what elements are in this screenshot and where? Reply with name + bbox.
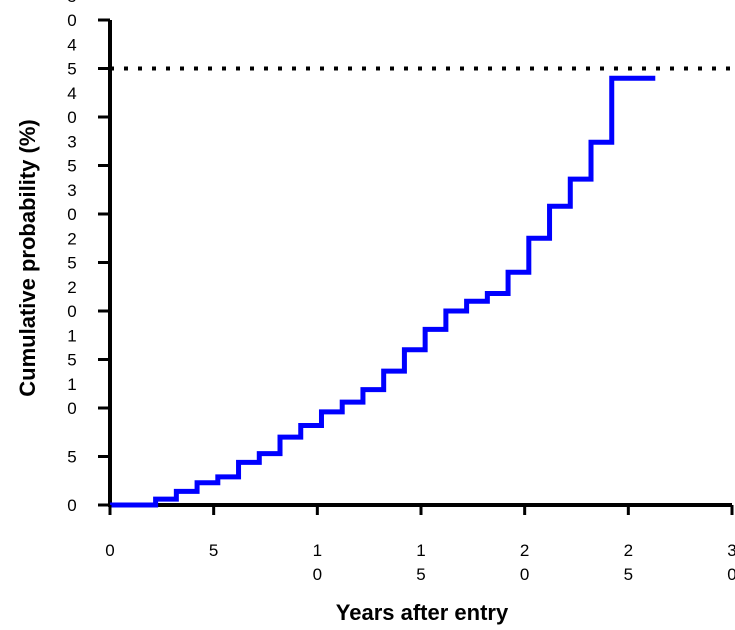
y-tick-label: 5 (67, 157, 76, 176)
y-tick-label: 5 (67, 60, 76, 79)
y-axis-title: Cumulative probability (%) (15, 119, 40, 396)
y-tick-label: 2 (67, 278, 76, 297)
x-tick-label: 0 (105, 541, 114, 560)
y-tick-label: 5 (67, 351, 76, 370)
x-tick-label: 3 (727, 541, 735, 560)
x-tick-label: 0 (520, 565, 529, 584)
x-tick-label: 5 (416, 565, 425, 584)
x-tick-label: 0 (313, 565, 322, 584)
x-tick-label: 1 (416, 541, 425, 560)
y-tick-label: 3 (67, 181, 76, 200)
x-tick-label: 1 (313, 541, 322, 560)
y-tick-label: 4 (67, 36, 76, 55)
y-tick-label: 2 (67, 230, 76, 249)
y-tick-label: 0 (67, 399, 76, 418)
y-tick-label: 0 (67, 205, 76, 224)
y-tick-label: 0 (67, 11, 76, 30)
y-tick-label: 3 (67, 133, 76, 152)
x-tick-label: 2 (624, 541, 633, 560)
y-tick-label: 0 (67, 496, 76, 515)
x-tick-label: 5 (209, 541, 218, 560)
x-axis-title: Years after entry (336, 600, 509, 625)
y-tick-label: 0 (67, 108, 76, 127)
y-tick-label: 5 (67, 0, 76, 6)
y-tick-label: 5 (67, 448, 76, 467)
x-tick-label: 0 (727, 565, 735, 584)
x-tick-label: 2 (520, 541, 529, 560)
series-line (110, 75, 656, 508)
y-tick-label: 5 (67, 254, 76, 273)
y-tick-label: 1 (67, 327, 76, 346)
y-tick-label: 4 (67, 84, 76, 103)
y-tick-label: 0 (67, 302, 76, 321)
x-tick-label: 5 (624, 565, 633, 584)
y-tick-label: 1 (67, 375, 76, 394)
